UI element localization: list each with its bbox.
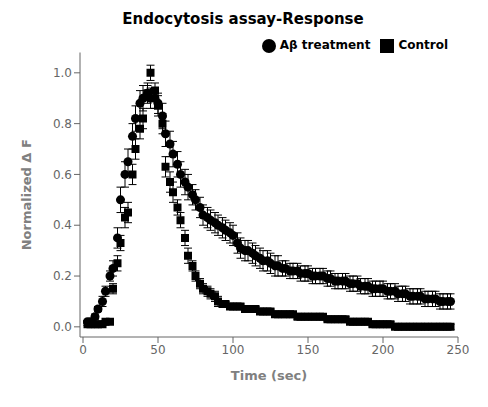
svg-text:0.2: 0.2	[53, 269, 72, 283]
svg-text:Time (sec): Time (sec)	[231, 368, 307, 383]
html-text:Aβ treatment: Aβ treatment	[279, 38, 371, 52]
svg-text:200: 200	[372, 343, 395, 357]
svg-text:0.0: 0.0	[53, 320, 72, 334]
html-text:Control: Control	[398, 38, 448, 52]
svg-text:0.6: 0.6	[53, 168, 72, 182]
svg-text:1.0: 1.0	[53, 66, 72, 80]
html-text:Endocytosis assay-Response: Endocytosis assay-Response	[122, 10, 364, 28]
svg-text:150: 150	[297, 343, 320, 357]
svg-text:0.8: 0.8	[53, 117, 72, 131]
svg-text:Normalized Δ F: Normalized Δ F	[19, 139, 34, 250]
svg-text:0: 0	[79, 343, 87, 357]
svg-text:0.4: 0.4	[53, 218, 72, 232]
svg-text:250: 250	[447, 343, 470, 357]
svg-text:100: 100	[222, 343, 245, 357]
svg-text:50: 50	[150, 343, 165, 357]
